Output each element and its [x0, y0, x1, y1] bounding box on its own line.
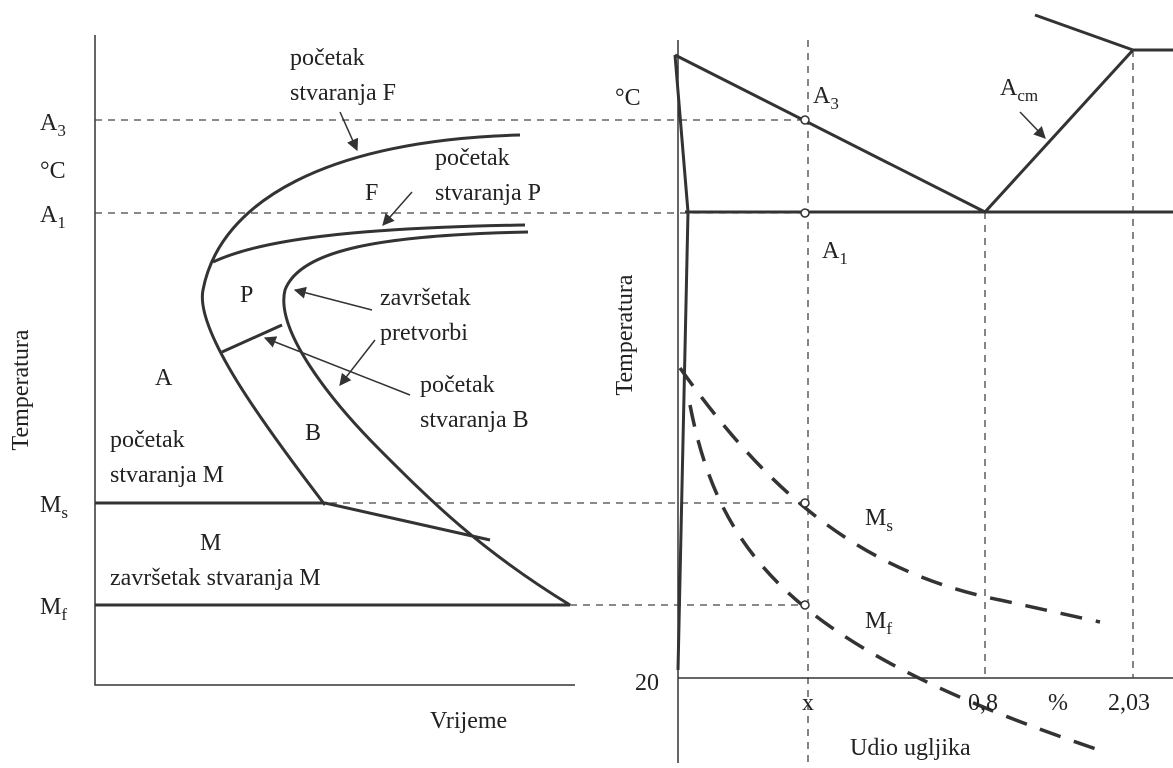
ms: Ms: [40, 492, 68, 522]
mf: Mf: [40, 594, 67, 624]
axis-x: Udio ugljika: [850, 735, 971, 761]
a3: A3: [40, 110, 66, 140]
x-label: x: [802, 690, 814, 716]
a1: A1: [822, 238, 848, 268]
right-shapes: [673, 13, 1173, 763]
label: stvaranja B: [420, 407, 529, 433]
axis-x: Vrijeme: [430, 708, 507, 734]
x-max: 2,03: [1108, 690, 1150, 716]
label: početak: [435, 145, 510, 171]
label: završetak stvaranja M: [110, 565, 321, 591]
label: završetak: [380, 285, 471, 311]
left-texts: A3 °C A1 Temperatura Ms Mf početak stvar…: [8, 45, 541, 734]
y-min: 20: [635, 670, 659, 696]
acm: Acm: [1000, 75, 1038, 105]
label: početak: [420, 372, 495, 398]
label: B: [305, 420, 321, 446]
label: pretvorbi: [380, 320, 468, 346]
label: stvaranja F: [290, 80, 396, 106]
unit: °C: [615, 85, 641, 111]
label: F: [365, 180, 378, 206]
label: početak: [290, 45, 365, 71]
label: M: [200, 530, 221, 556]
unit: °C: [40, 158, 66, 184]
right-texts: °C A3 Acm A1 Temperatura Ms Mf 20 x 0,8 …: [612, 75, 1150, 761]
mf: Mf: [865, 608, 892, 638]
a3: A3: [813, 83, 839, 113]
label: početak: [110, 427, 185, 453]
left-shapes: [94, 35, 805, 686]
a1: A1: [40, 202, 66, 232]
x-eut: 0,8: [968, 690, 998, 716]
ms: Ms: [865, 505, 893, 535]
axis-y: Temperatura: [8, 329, 34, 450]
label: stvaranja M: [110, 462, 224, 488]
label: stvaranja P: [435, 180, 541, 206]
axis-y: Temperatura: [612, 274, 638, 395]
x-unit: %: [1048, 690, 1068, 716]
label: A: [155, 365, 173, 391]
label: P: [240, 282, 253, 308]
